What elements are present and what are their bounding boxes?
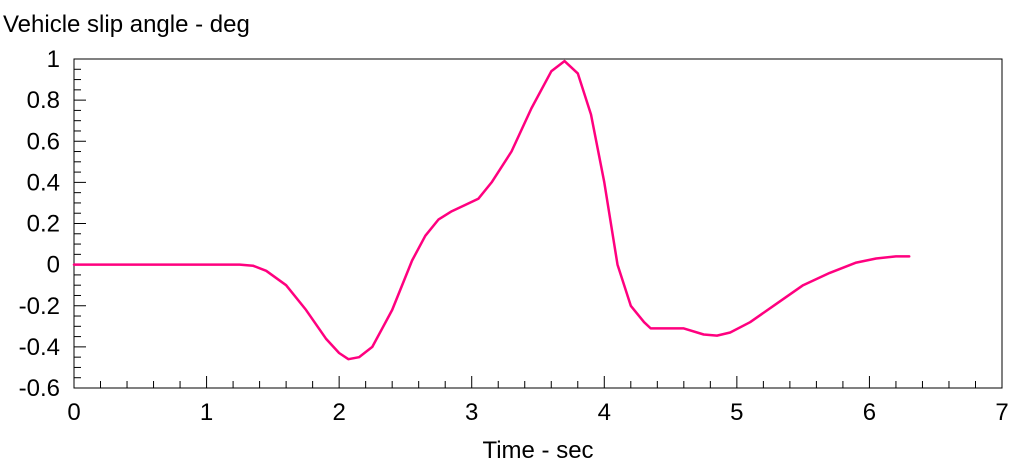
minor-ticks bbox=[73, 58, 1003, 389]
x-tick-label: 2 bbox=[332, 399, 345, 426]
x-tick-label: 5 bbox=[730, 399, 743, 426]
y-tick-label: 0.2 bbox=[27, 211, 60, 238]
chart-title: Vehicle slip angle - deg bbox=[3, 11, 250, 38]
x-tick-label: 3 bbox=[465, 399, 478, 426]
y-tick-label: 1 bbox=[47, 46, 60, 73]
x-tick-label: 0 bbox=[67, 399, 80, 426]
x-tick-label: 4 bbox=[598, 399, 611, 426]
y-tick-label: 0.4 bbox=[27, 169, 60, 196]
x-tick-label: 1 bbox=[200, 399, 213, 426]
plot-frame bbox=[73, 58, 1003, 389]
series-line bbox=[72, 59, 911, 361]
y-axis-ticks: 1 0.8 0.6 0.4 0.2 0 -0.2 -0.4 -0.6 bbox=[19, 46, 60, 402]
y-tick-label: 0.8 bbox=[27, 87, 60, 114]
x-tick-label: 7 bbox=[995, 399, 1008, 426]
y-tick-label: 0 bbox=[47, 252, 60, 279]
y-tick-label: -0.2 bbox=[19, 293, 60, 320]
y-tick-label: -0.6 bbox=[19, 375, 60, 402]
x-axis-label: Time - sec bbox=[482, 437, 593, 464]
y-tick-label: 0.6 bbox=[27, 128, 60, 155]
y-tick-label: -0.4 bbox=[19, 334, 60, 361]
x-axis-ticks: 0 1 2 3 4 5 6 7 bbox=[67, 399, 1008, 426]
x-tick-label: 6 bbox=[863, 399, 876, 426]
